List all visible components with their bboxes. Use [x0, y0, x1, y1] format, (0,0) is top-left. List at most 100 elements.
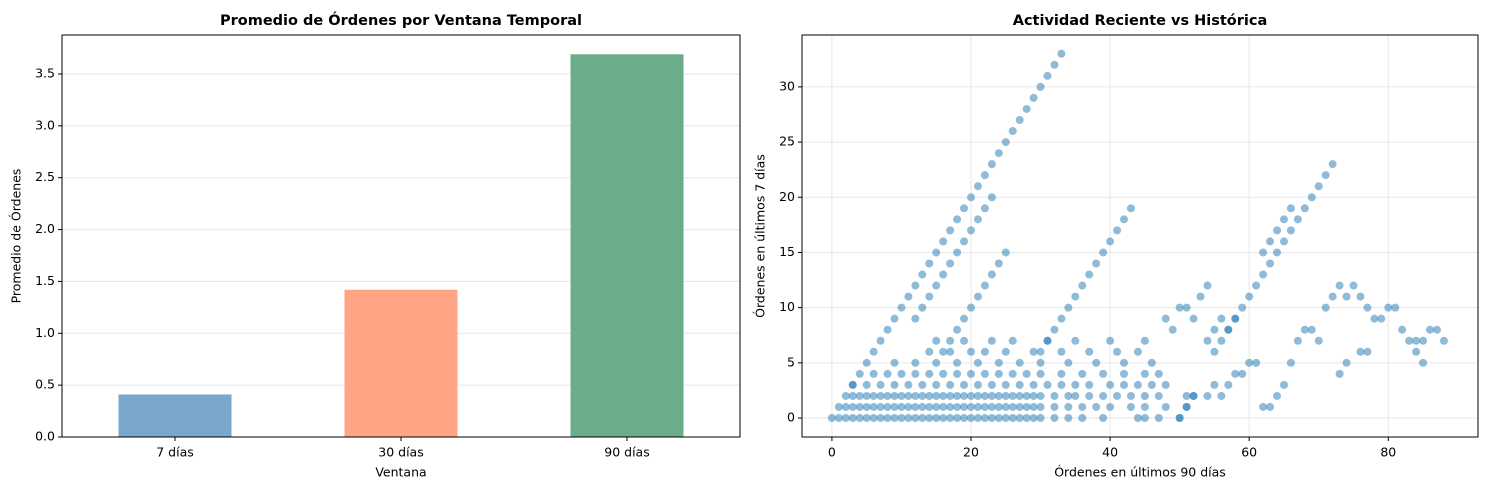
- scatter-point: [1370, 314, 1379, 323]
- scatter-point: [946, 259, 955, 268]
- scatter-point: [987, 336, 996, 345]
- scatter-point: [987, 402, 996, 411]
- scatter-point: [918, 303, 927, 312]
- scatter-point: [1057, 314, 1066, 323]
- scatter-point: [904, 292, 913, 301]
- scatter-point: [855, 391, 864, 400]
- scatter-point: [973, 380, 982, 389]
- scatter-point: [1001, 138, 1010, 147]
- scatter-point: [960, 402, 969, 411]
- scatter-point: [1432, 325, 1441, 334]
- scatter-point: [876, 336, 885, 345]
- scatter-point: [967, 347, 975, 356]
- scatter-point: [1029, 402, 1038, 411]
- scatter-point: [834, 402, 843, 411]
- scatter-point: [1238, 303, 1247, 312]
- scatter-point: [1140, 369, 1149, 378]
- scatter-point: [1147, 380, 1156, 389]
- scatter-point: [925, 414, 934, 423]
- scatter-point: [897, 391, 906, 400]
- scatter-point: [932, 380, 941, 389]
- scatter-point: [1217, 314, 1226, 323]
- scatter-point: [918, 380, 927, 389]
- y-tick-label: 0: [787, 410, 795, 425]
- scatter-point: [897, 303, 906, 312]
- scatter-point: [1300, 325, 1309, 334]
- y-tick-label: 3.0: [35, 117, 55, 132]
- scatter-point: [911, 402, 920, 411]
- scatter-point: [953, 248, 962, 257]
- scatter-point: [1314, 336, 1323, 345]
- scatter-point: [987, 414, 996, 423]
- scatter-point: [1008, 414, 1017, 423]
- scatter-point: [855, 369, 864, 378]
- scatter-point: [987, 391, 996, 400]
- scatter-point: [932, 281, 941, 290]
- scatter-point: [841, 391, 850, 400]
- scatter-point: [939, 237, 948, 246]
- scatter-point: [1182, 303, 1191, 312]
- scatter-point: [1001, 248, 1010, 257]
- scatter-point: [897, 369, 906, 378]
- scatter-point: [1189, 314, 1198, 323]
- scatter-point: [980, 402, 989, 411]
- scatter-point: [1439, 336, 1448, 345]
- scatter-point: [1419, 336, 1428, 345]
- scatter-point: [946, 347, 955, 356]
- scatter-point: [1120, 380, 1129, 389]
- scatter-point: [890, 380, 899, 389]
- scatter-point: [1286, 358, 1295, 367]
- scatter-point: [1085, 347, 1094, 356]
- scatter-point: [890, 358, 899, 367]
- scatter-point: [973, 391, 982, 400]
- scatter-point: [1022, 402, 1031, 411]
- scatter-point: [1384, 303, 1393, 312]
- scatter-point: [960, 237, 969, 246]
- scatter-point: [1196, 292, 1205, 301]
- y-tick-label: 1.5: [35, 273, 55, 288]
- scatter-point: [834, 414, 843, 423]
- scatter-point: [973, 215, 982, 224]
- scatter-point: [1307, 325, 1316, 334]
- scatter-point: [904, 402, 913, 411]
- scatter-point: [953, 358, 962, 367]
- scatter-point: [869, 369, 878, 378]
- scatter-point: [960, 314, 969, 323]
- scatter-point: [1106, 380, 1115, 389]
- scatter-point: [946, 226, 955, 235]
- scatter-point: [918, 402, 927, 411]
- scatter-point: [1064, 391, 1073, 400]
- scatter-point: [862, 380, 871, 389]
- scatter-point: [939, 270, 948, 279]
- scatter-point: [1071, 336, 1080, 345]
- scatter-point: [1029, 414, 1038, 423]
- scatter-point: [925, 402, 934, 411]
- scatter-point: [1224, 325, 1233, 334]
- scatter-point: [1238, 369, 1247, 378]
- scatter-point: [1015, 358, 1024, 367]
- scatter-point: [980, 347, 989, 356]
- scatter-point: [967, 391, 975, 400]
- scatter-point: [1293, 336, 1302, 345]
- scatter-point: [862, 414, 871, 423]
- scatter-point: [1015, 391, 1024, 400]
- scatter-point: [1307, 193, 1316, 202]
- scatter-point: [939, 369, 948, 378]
- axes-frame: [801, 34, 1479, 438]
- scatter-point: [1217, 336, 1226, 345]
- scatter-point: [932, 391, 941, 400]
- x-tick-label: 30 días: [378, 445, 423, 460]
- scatter-point: [869, 414, 878, 423]
- scatter-point: [1001, 380, 1010, 389]
- scatter-point: [1015, 380, 1024, 389]
- scatter-point: [1008, 402, 1017, 411]
- scatter-point: [1001, 391, 1010, 400]
- scatter-point: [1043, 336, 1052, 345]
- x-tick-label: 90 días: [604, 445, 649, 460]
- y-tick-label: 30: [779, 78, 795, 93]
- y-tick-label: 0.0: [35, 429, 55, 444]
- x-axis-label: Ventana: [375, 465, 426, 480]
- x-tick-label: 20: [963, 445, 979, 460]
- scatter-point: [1286, 204, 1295, 213]
